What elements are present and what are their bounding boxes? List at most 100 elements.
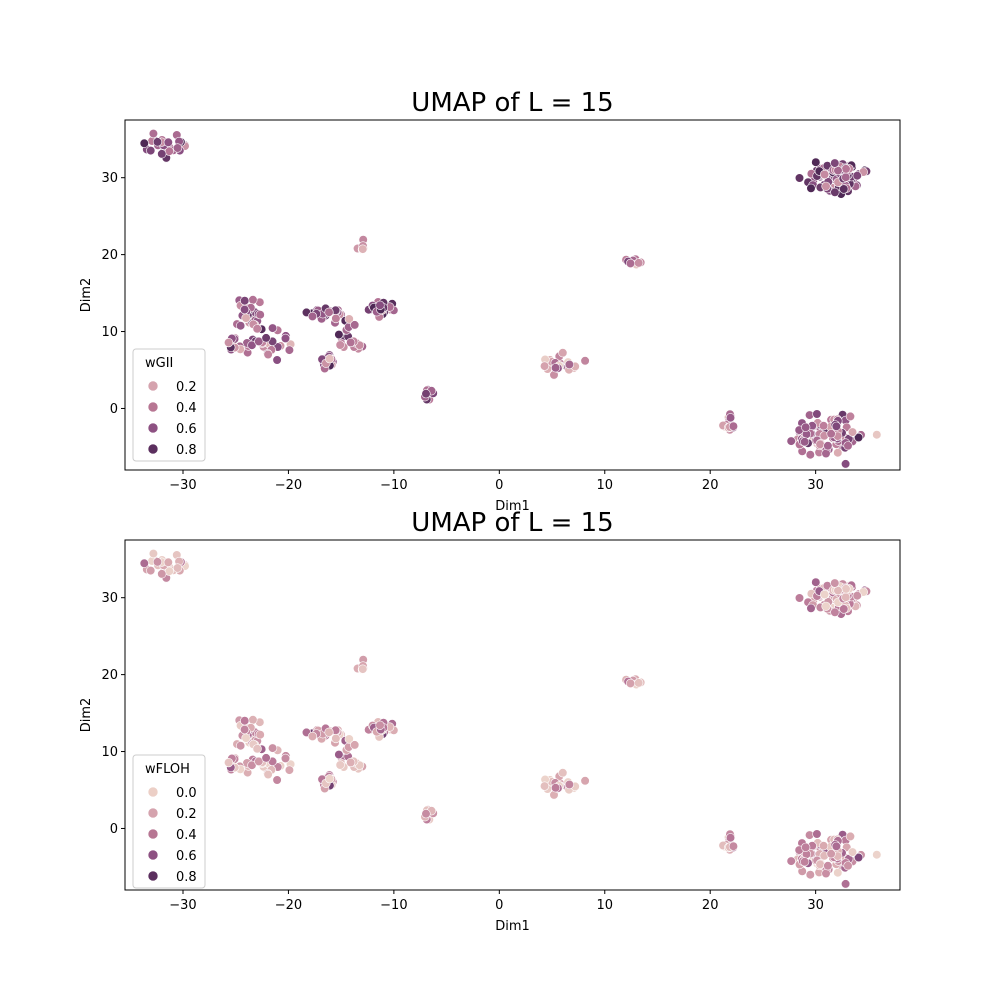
x-tick-label: −10 [380, 478, 407, 493]
y-tick-label: 30 [101, 171, 118, 186]
scatter-point [800, 437, 810, 447]
y-tick-label: 0 [110, 402, 118, 417]
scatter-point [821, 181, 831, 191]
scatter-point [728, 421, 739, 431]
x-tick-label: 10 [596, 478, 613, 493]
scatter-point [830, 187, 840, 197]
scatter-point [728, 841, 739, 851]
scatter-point [350, 320, 360, 330]
scatter-point [812, 829, 822, 839]
scatter-point [833, 868, 843, 878]
legend-marker [147, 443, 159, 455]
scatter-point [550, 783, 561, 793]
scatter-point [173, 143, 183, 153]
scatter-point [139, 138, 149, 148]
legend-label: 0.0 [176, 786, 197, 801]
scatter-point [806, 603, 816, 613]
bottom-legend: wFLOH 0.0 0.2 0.4 0.6 0.8 [132, 754, 206, 889]
y-tick-label: 20 [101, 248, 118, 263]
legend-label: 0.4 [176, 401, 197, 416]
scatter-point [818, 841, 829, 851]
scatter-point [261, 333, 271, 343]
scatter-point [539, 361, 550, 371]
top-scatter-panel: UMAP of L = 15 −30 −20 −10 0 10 20 30 0102030 … [79, 88, 901, 514]
scatter-point [831, 841, 842, 851]
y-tick-label: 30 [101, 591, 118, 606]
top-chart-title: UMAP of L = 15 [411, 88, 613, 118]
scatter-point [852, 171, 862, 181]
scatter-point [375, 720, 385, 730]
scatter-point [236, 321, 246, 331]
scatter-point [839, 184, 849, 194]
scatter-point [806, 183, 816, 193]
bottom-points-layer [139, 548, 882, 889]
x-tick-label: −20 [275, 898, 302, 913]
legend-marker [147, 401, 159, 413]
legend-label: 0.6 [176, 422, 197, 437]
scatter-point [872, 850, 882, 860]
scatter-point [852, 591, 862, 601]
scatter-point [801, 422, 811, 432]
legend-marker [147, 422, 159, 434]
legend-marker [147, 828, 159, 840]
scatter-point [625, 678, 636, 689]
scatter-point [786, 856, 796, 866]
legend-box [132, 348, 206, 462]
scatter-point [254, 756, 264, 767]
scatter-point [163, 557, 173, 567]
scatter-point [823, 441, 833, 451]
legend-title: wGII [145, 356, 173, 371]
scatter-point [335, 340, 345, 350]
top-y-axis-label: Dim2 [79, 278, 94, 313]
bottom-x-axis-label: Dim1 [495, 919, 530, 934]
scatter-point [252, 744, 262, 754]
y-tick-label: 20 [101, 668, 118, 683]
bottom-x-ticks: −30 −20 −10 0 10 20 30 [169, 890, 824, 913]
scatter-point [580, 776, 590, 786]
scatter-point [841, 584, 851, 594]
scatter-point [375, 300, 385, 310]
scatter-point [839, 604, 849, 614]
scatter-point [634, 678, 644, 688]
scatter-point [307, 731, 318, 742]
scatter-point [823, 861, 833, 871]
scatter-point [157, 149, 167, 159]
scatter-point [272, 355, 282, 365]
scatter-point [841, 592, 851, 602]
legend-label: 0.2 [176, 380, 197, 395]
scatter-point [830, 607, 840, 617]
scatter-point [280, 333, 291, 344]
legend-marker [147, 870, 159, 882]
scatter-point [248, 715, 258, 725]
scatter-point [152, 137, 163, 147]
scatter-point [843, 861, 853, 871]
x-tick-label: 30 [807, 478, 824, 493]
scatter-point [853, 432, 864, 443]
scatter-point [811, 577, 821, 587]
scatter-point [331, 313, 341, 324]
scatter-point [247, 340, 257, 350]
top-axes-frame [124, 119, 901, 471]
legend-label: 0.4 [176, 828, 197, 843]
y-tick-label: 10 [101, 745, 118, 760]
scatter-point [284, 345, 295, 355]
x-tick-label: 20 [702, 478, 719, 493]
scatter-point [224, 338, 234, 348]
scatter-point [819, 589, 830, 600]
scatter-point [346, 757, 356, 768]
scatter-point [240, 724, 250, 735]
scatter-point [800, 857, 810, 867]
scatter-point [833, 448, 843, 458]
scatter-point [821, 868, 831, 879]
scatter-point [558, 348, 568, 358]
scatter-point [163, 137, 173, 147]
x-tick-label: 0 [495, 478, 503, 493]
scatter-point [815, 859, 825, 869]
scatter-point [252, 324, 262, 334]
scatter-point [148, 548, 158, 559]
scatter-point [173, 563, 183, 573]
scatter-point [821, 601, 831, 611]
scatter-point [358, 664, 368, 674]
top-y-ticks: 0 10 20 30 [101, 171, 125, 417]
x-tick-label: 10 [596, 898, 613, 913]
